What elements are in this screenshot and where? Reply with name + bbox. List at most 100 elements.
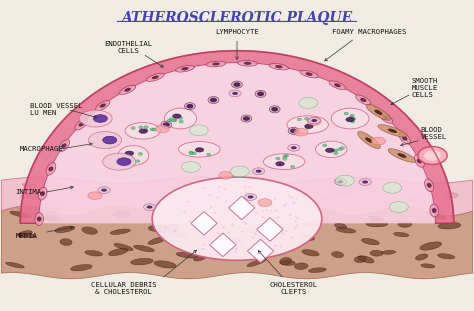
Ellipse shape [337, 180, 343, 183]
Ellipse shape [187, 201, 190, 202]
Ellipse shape [305, 124, 313, 128]
Ellipse shape [189, 152, 193, 155]
Polygon shape [1, 177, 473, 216]
Ellipse shape [311, 119, 317, 122]
Ellipse shape [249, 228, 269, 233]
Ellipse shape [52, 207, 61, 211]
Ellipse shape [125, 151, 134, 156]
Ellipse shape [271, 107, 278, 112]
Ellipse shape [338, 192, 351, 196]
Ellipse shape [258, 199, 272, 207]
Ellipse shape [300, 70, 318, 78]
Ellipse shape [103, 153, 136, 170]
Ellipse shape [82, 227, 98, 234]
Ellipse shape [283, 210, 295, 216]
Ellipse shape [89, 132, 121, 149]
Ellipse shape [360, 98, 366, 102]
Ellipse shape [398, 153, 406, 158]
Ellipse shape [134, 245, 155, 252]
Ellipse shape [362, 239, 379, 245]
Ellipse shape [335, 223, 346, 229]
Ellipse shape [179, 117, 183, 119]
Ellipse shape [193, 221, 215, 225]
Ellipse shape [280, 261, 295, 265]
Ellipse shape [264, 154, 305, 169]
Ellipse shape [269, 106, 280, 113]
Ellipse shape [283, 205, 285, 207]
Ellipse shape [305, 126, 310, 129]
Ellipse shape [366, 220, 388, 227]
Ellipse shape [416, 254, 428, 260]
Ellipse shape [174, 230, 176, 232]
Ellipse shape [28, 192, 41, 197]
Ellipse shape [131, 127, 135, 129]
Ellipse shape [235, 251, 237, 253]
Ellipse shape [334, 149, 338, 152]
Ellipse shape [243, 222, 246, 223]
Ellipse shape [277, 216, 279, 218]
Ellipse shape [10, 211, 30, 217]
Ellipse shape [128, 154, 132, 157]
Ellipse shape [302, 235, 315, 240]
Ellipse shape [219, 171, 233, 179]
Ellipse shape [208, 96, 219, 104]
Ellipse shape [293, 202, 295, 203]
Ellipse shape [231, 185, 245, 190]
Ellipse shape [290, 128, 297, 133]
Ellipse shape [195, 148, 204, 152]
Text: CELLULAR DEBRIS
& CHOLESTEROL: CELLULAR DEBRIS & CHOLESTEROL [91, 281, 157, 295]
Ellipse shape [276, 162, 284, 166]
Ellipse shape [287, 116, 328, 133]
Ellipse shape [372, 137, 385, 145]
Ellipse shape [289, 214, 292, 216]
Ellipse shape [189, 125, 208, 136]
Ellipse shape [224, 188, 226, 190]
Ellipse shape [189, 151, 193, 154]
Text: LYMPHOCYTE: LYMPHOCYTE [215, 29, 259, 35]
Ellipse shape [186, 104, 193, 109]
Ellipse shape [55, 226, 75, 233]
Ellipse shape [203, 244, 205, 245]
Ellipse shape [344, 112, 348, 115]
Ellipse shape [255, 90, 266, 97]
Ellipse shape [232, 92, 238, 95]
Ellipse shape [388, 129, 397, 133]
Ellipse shape [398, 221, 412, 227]
Ellipse shape [101, 188, 107, 192]
Ellipse shape [432, 208, 437, 213]
Ellipse shape [152, 177, 322, 260]
Ellipse shape [284, 154, 289, 157]
Ellipse shape [393, 232, 409, 237]
Ellipse shape [336, 228, 356, 233]
Ellipse shape [285, 230, 287, 232]
Ellipse shape [306, 72, 312, 76]
Ellipse shape [346, 117, 355, 122]
Ellipse shape [60, 239, 72, 245]
Ellipse shape [22, 183, 36, 188]
Ellipse shape [280, 246, 282, 247]
Ellipse shape [214, 244, 217, 246]
Ellipse shape [438, 254, 455, 259]
Ellipse shape [426, 211, 447, 219]
Ellipse shape [167, 119, 171, 122]
Polygon shape [257, 218, 283, 241]
Ellipse shape [96, 100, 110, 111]
Ellipse shape [334, 83, 341, 87]
Ellipse shape [284, 204, 287, 206]
Ellipse shape [349, 116, 354, 119]
Ellipse shape [245, 194, 257, 200]
Ellipse shape [248, 196, 254, 198]
Ellipse shape [282, 233, 284, 234]
Ellipse shape [42, 216, 64, 221]
Ellipse shape [163, 122, 170, 127]
Ellipse shape [232, 81, 242, 88]
Ellipse shape [206, 61, 226, 67]
Ellipse shape [75, 119, 88, 130]
Ellipse shape [210, 98, 217, 102]
Ellipse shape [295, 216, 297, 218]
Ellipse shape [119, 85, 136, 95]
Ellipse shape [207, 153, 211, 156]
Ellipse shape [291, 165, 295, 168]
Ellipse shape [158, 225, 180, 232]
Ellipse shape [365, 137, 373, 143]
